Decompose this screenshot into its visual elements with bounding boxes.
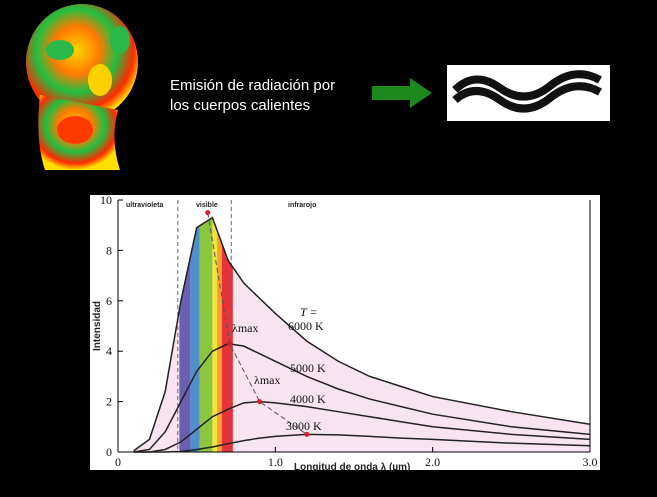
y-tick-label: 10 (100, 193, 112, 207)
region-label: infrarojo (288, 202, 316, 209)
page: Emisión de radiación por los cuerpos cal… (0, 0, 657, 497)
x-tick-label: 3.0 (583, 455, 598, 469)
series-label: 6000 K (288, 319, 324, 333)
x-tick-label: 0 (115, 455, 121, 469)
x-tick-label: 2.0 (425, 455, 440, 469)
series-label: 4000 K (290, 392, 326, 406)
y-tick-label: 4 (106, 344, 112, 358)
series-label: 3000 K (286, 419, 322, 433)
annotation: λmax (254, 373, 280, 387)
y-tick-label: 0 (106, 445, 112, 459)
peak-marker (205, 210, 210, 215)
caption-line: Emisión de radiación por (170, 77, 335, 94)
x-tick-label: 1.0 (268, 455, 283, 469)
region-label: visible (196, 202, 218, 209)
slide: Emisión de radiación por los cuerpos cal… (0, 0, 657, 497)
spectrum-band (200, 200, 213, 452)
wave-image (447, 65, 610, 121)
y-tick-label: 6 (106, 294, 112, 308)
peak-marker (257, 399, 262, 404)
annotation: T = (300, 305, 318, 319)
region-label: ultravioleta (126, 202, 163, 209)
peak-marker (227, 341, 232, 346)
caption-line: los cuerpos calientes (170, 97, 310, 114)
y-tick-label: 2 (106, 395, 112, 409)
y-axis-label: Intensidad (92, 301, 103, 351)
series-label: 5000 K (290, 361, 326, 375)
annotation: λmax (232, 321, 258, 335)
y-tick-label: 8 (106, 243, 112, 257)
x-axis-label: Longitud de onda λ (µm) (294, 462, 410, 473)
